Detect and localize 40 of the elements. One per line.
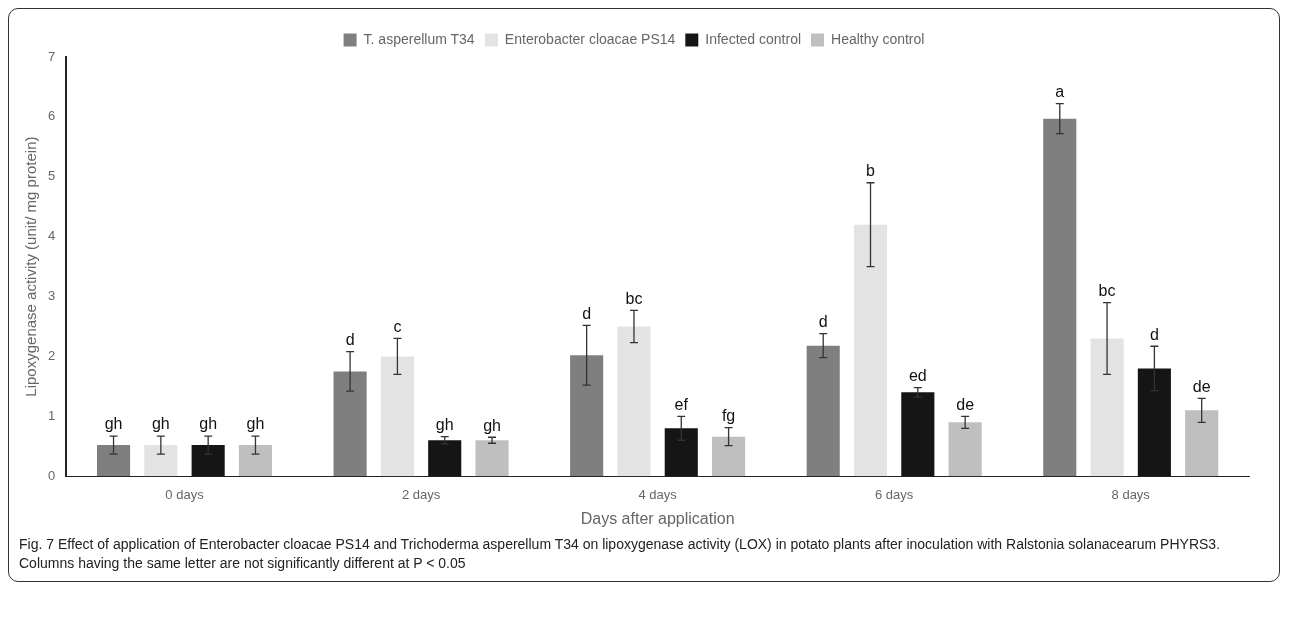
data-label: gh [104, 415, 123, 433]
y-tick-label: 5 [48, 168, 56, 184]
y-tick-label: 3 [48, 288, 56, 304]
data-label: d [582, 304, 592, 322]
x-tick-label: 8 days [1111, 486, 1151, 502]
x-tick-label: 0 days [165, 486, 205, 502]
data-label: ef [674, 395, 689, 413]
caption: Fig. 7 Effect of application of Enterobacter cloacae PS14 and Trichoderma asperellum T34 on lipoxygenase activity (LOX) in potato plants after inoculation with Ralstonia solanacearum PHYRS3. Columns having the same letter are not significantly different at P < 0.05 [18, 535, 1222, 573]
x-axis-title: Days after application [580, 509, 735, 527]
data-label: a [1055, 83, 1065, 101]
legend-label: Infected control [705, 30, 802, 47]
x-tick-label: 4 days [638, 486, 678, 502]
data-label: ed [908, 366, 927, 384]
y-axis-title: Lipoxygenase activity (unit/ mg protein) [22, 136, 40, 397]
legend-label: Enterobacter cloacae PS14 [504, 30, 676, 47]
x-tick-label: 6 days [875, 486, 914, 502]
data-label: de [956, 395, 975, 413]
data-label: d [818, 313, 828, 331]
y-tick-label: 7 [48, 48, 56, 64]
y-tick-label: 1 [48, 407, 56, 423]
data-label: de [1192, 377, 1211, 395]
data-label: fg [721, 407, 736, 425]
data-label: gh [246, 415, 265, 433]
data-label: gh [435, 416, 454, 434]
y-tick-label: 2 [48, 348, 56, 364]
legend-label: Healthy control [831, 30, 925, 47]
legend-label: T. asperellum T34 [363, 30, 475, 47]
data-label: gh [483, 416, 501, 434]
data-label: b [866, 162, 876, 180]
data-label: gh [199, 415, 218, 433]
data-label: c [393, 317, 402, 335]
x-tick-label: 2 days [401, 486, 441, 502]
data-label: bc [625, 289, 643, 307]
data-label: bc [1098, 281, 1116, 299]
data-label: gh [151, 415, 170, 433]
y-tick-label: 0 [48, 467, 56, 483]
data-label: d [345, 331, 355, 349]
y-tick-label: 4 [48, 228, 56, 244]
data-label: d [1149, 325, 1159, 343]
y-tick-label: 6 [48, 108, 56, 124]
